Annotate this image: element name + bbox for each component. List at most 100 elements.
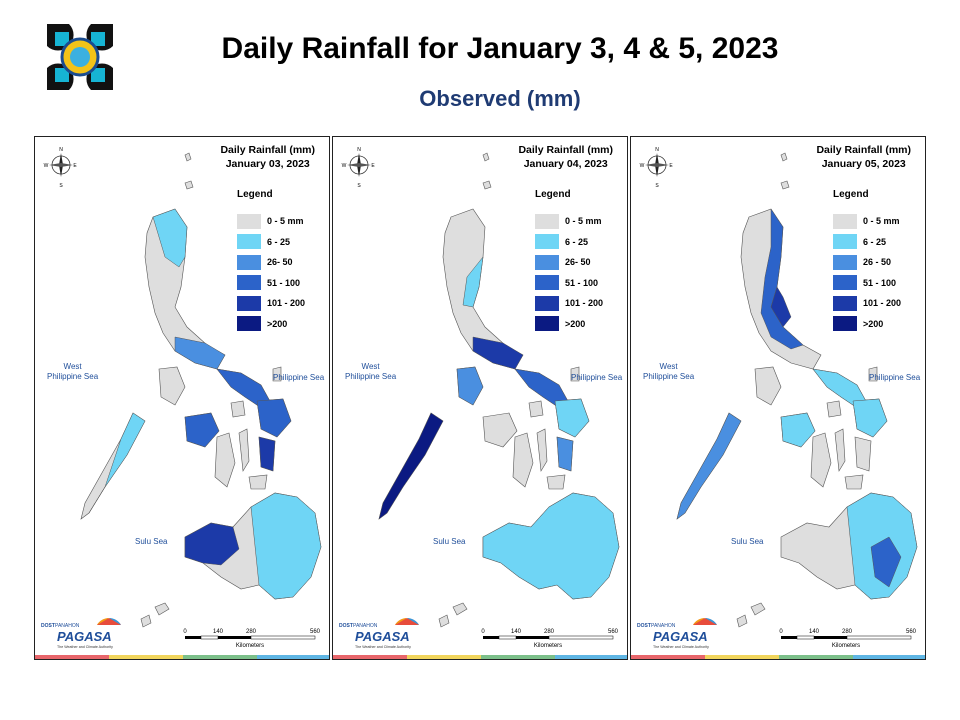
island-leyte xyxy=(854,436,872,472)
rainfall-zone xyxy=(462,256,484,308)
legend-item: 6 - 25 xyxy=(833,232,901,253)
legend-swatch xyxy=(237,316,261,332)
scale-tick: 140 xyxy=(511,629,522,635)
scale-tick: 0 xyxy=(481,629,485,635)
compass-n: N xyxy=(655,147,659,153)
island-mindoro xyxy=(158,366,186,406)
island-cebu xyxy=(536,428,548,472)
compass-rose-icon: N S E W xyxy=(339,145,379,189)
legend-item: 101 - 200 xyxy=(237,293,305,314)
scale-unit: Kilometers xyxy=(236,643,264,649)
rainfall-zone xyxy=(556,436,574,472)
island-panay xyxy=(482,412,518,448)
rainfall-zone xyxy=(152,208,188,268)
brand-text: PAGASA xyxy=(355,629,410,644)
legend-item: >200 xyxy=(535,314,603,335)
tagline: The Weather and Climate Authority xyxy=(355,645,411,649)
compass-e: E xyxy=(669,163,673,169)
brand-text: PAGASA xyxy=(653,629,708,644)
tagline: The Weather and Climate Authority xyxy=(653,645,709,649)
scale-tick: 560 xyxy=(310,629,320,635)
philippines-map xyxy=(378,152,620,628)
legend-item: 6 - 25 xyxy=(535,232,603,253)
dost-badge: DOST xyxy=(637,623,651,629)
rainfall-zone xyxy=(88,412,146,514)
rainfall-zone xyxy=(250,492,322,600)
legend-label: 51 - 100 xyxy=(267,277,301,288)
legend-label: 26- 50 xyxy=(565,257,591,268)
legend-label: >200 xyxy=(267,318,288,329)
legend-label: 6 - 25 xyxy=(565,236,589,247)
legend-swatch xyxy=(535,234,559,250)
scale-tick: 560 xyxy=(608,629,618,635)
legend-swatch xyxy=(237,213,261,229)
legend-item: >200 xyxy=(833,314,901,335)
panel-title: Daily Rainfall (mm) January 05, 2023 xyxy=(816,143,911,171)
panel-title: Daily Rainfall (mm) January 04, 2023 xyxy=(518,143,613,171)
legend-label: 101 - 200 xyxy=(267,298,306,309)
panahon-label: PANAHON xyxy=(55,623,80,629)
island-bohol xyxy=(248,474,268,490)
dost-badge: DOST xyxy=(339,623,353,629)
island-sulu2 xyxy=(438,614,450,628)
page-title: Daily Rainfall for January 3, 4 & 5, 202… xyxy=(221,32,779,65)
legend-item: 51 - 100 xyxy=(833,273,901,294)
legend-label: 6 - 25 xyxy=(863,236,887,247)
brand-text: PAGASA xyxy=(57,629,112,644)
scale-unit: Kilometers xyxy=(832,643,860,649)
scale-bar: 0 140 280 560 Kilometers xyxy=(478,625,618,655)
legend-item: 51 - 100 xyxy=(237,273,305,294)
legend-label: 0 - 5 mm xyxy=(863,216,900,227)
legend-item: 26- 50 xyxy=(535,252,603,273)
panel-title-line1: Daily Rainfall (mm) xyxy=(816,144,911,156)
legend-item: 0 - 5 mm xyxy=(833,211,901,232)
compass-rose-icon: N S E W xyxy=(41,145,81,189)
rainfall-zone xyxy=(174,336,226,370)
island-masbate xyxy=(826,400,842,418)
rainfall-zone xyxy=(770,286,792,328)
legend: 0 - 5 mm 6 - 25 26- 50 51 - 100 101 - 20… xyxy=(535,211,603,334)
compass-n: N xyxy=(59,147,63,153)
island-catanduanes xyxy=(868,366,878,382)
agency-logo xyxy=(47,24,113,90)
legend-item: 101 - 200 xyxy=(535,293,603,314)
color-stripe xyxy=(333,655,627,659)
island-sulu xyxy=(452,602,468,616)
rainfall-zone xyxy=(870,536,902,588)
legend-item: 26 - 50 xyxy=(833,252,901,273)
compass-s: S xyxy=(357,183,361,189)
island-batanes xyxy=(482,152,490,162)
island-masbate xyxy=(528,400,544,418)
sea-label-east: Philippine Sea xyxy=(571,373,623,382)
compass-w: W xyxy=(44,163,49,169)
legend-label: 26- 50 xyxy=(267,257,293,268)
island-sulu xyxy=(750,602,766,616)
rainfall-zone xyxy=(760,208,804,350)
scale-bar: 0 140 280 560 Kilometers xyxy=(776,625,916,655)
island-masbate xyxy=(230,400,246,418)
legend-label: >200 xyxy=(565,318,586,329)
island-babuyan xyxy=(780,180,790,190)
panel-title-line1: Daily Rainfall (mm) xyxy=(518,144,613,156)
island-sulu2 xyxy=(140,614,152,628)
legend-title: Legend xyxy=(535,189,571,200)
sea-label-west: West Philippine Sea xyxy=(643,362,695,381)
sea-label-sulu: Sulu Sea xyxy=(135,537,168,546)
rainfall-map-panel-1: N S E W Daily Rainfall (mm) January 03, … xyxy=(34,136,330,660)
scale-bar: 0 140 280 560 Kilometers xyxy=(180,625,320,655)
panel-date: January 05, 2023 xyxy=(821,158,906,170)
legend-swatch xyxy=(535,295,559,311)
legend-item: 0 - 5 mm xyxy=(237,211,305,232)
rainfall-zone xyxy=(256,398,292,438)
sea-label-east: Philippine Sea xyxy=(869,373,921,382)
legend-label: 101 - 200 xyxy=(565,298,604,309)
scale-unit: Kilometers xyxy=(534,643,562,649)
legend-swatch xyxy=(833,295,857,311)
rainfall-zone xyxy=(676,412,742,520)
pagasa-logo: DOST PANAHON PAGASA The Weather and Clim… xyxy=(39,615,123,655)
rainfall-zone xyxy=(456,366,484,406)
legend-label: 26 - 50 xyxy=(863,257,892,268)
color-stripe xyxy=(35,655,329,659)
rainfall-zone xyxy=(472,336,524,370)
scale-tick: 140 xyxy=(809,629,820,635)
